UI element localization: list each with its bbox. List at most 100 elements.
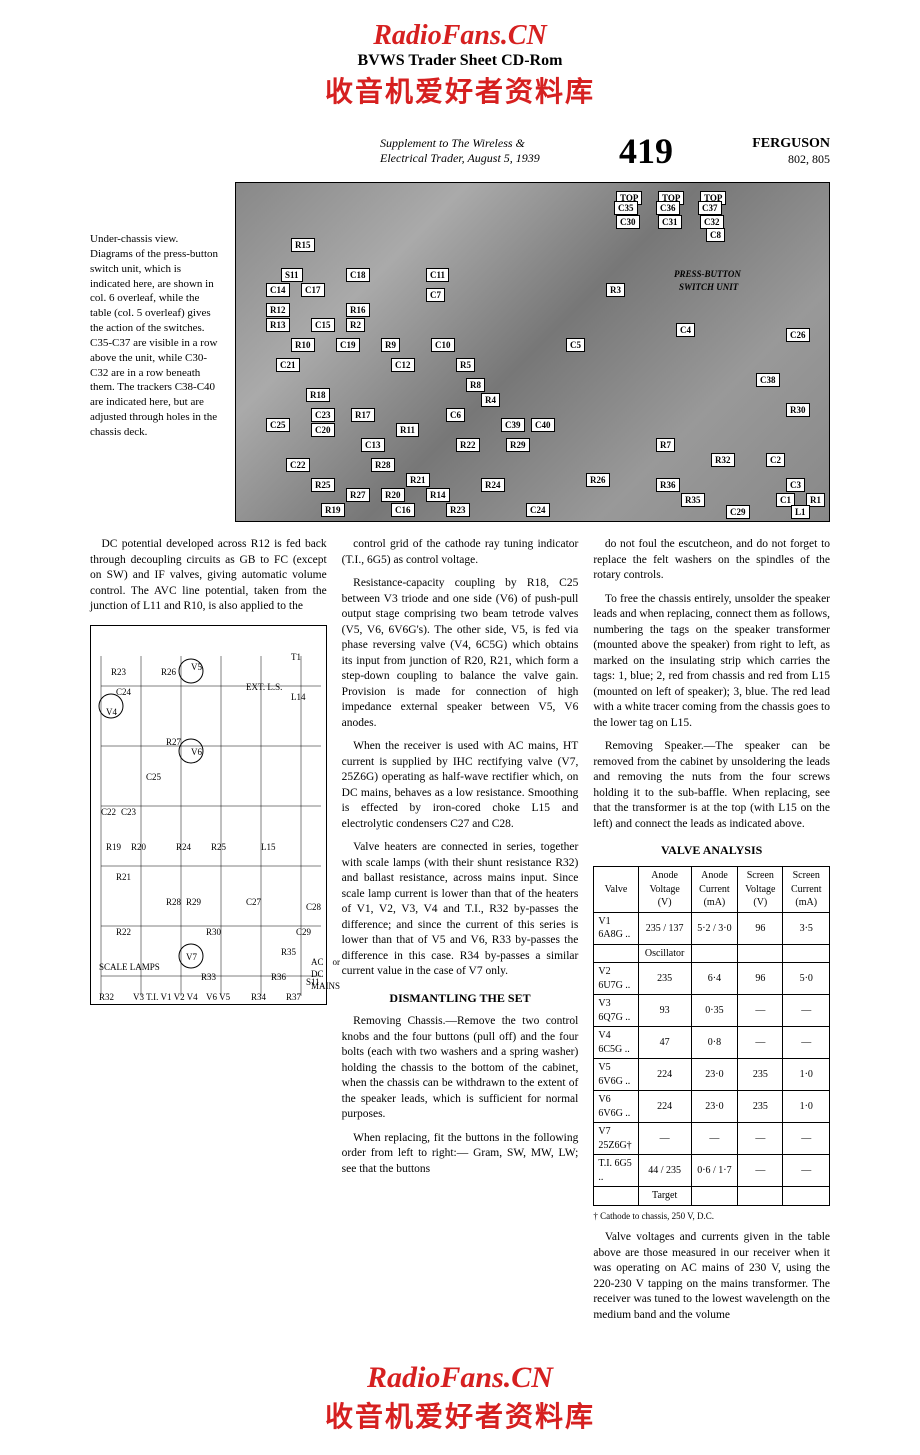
chassis-component-label: C31 [658,215,682,229]
chassis-component-label: R9 [381,338,400,352]
chassis-component-label: C32 [700,215,724,229]
sheet-title: FERGUSON 802, 805 [752,136,830,167]
model-numbers: 802, 805 [752,152,830,167]
table-row: T.I. 6G5 ..44 / 2350·6 / 1·7—— [594,1155,830,1187]
schematic-component-label: C25 [146,771,161,783]
chassis-component-label: R20 [381,488,405,502]
chassis-component-label: C39 [501,418,525,432]
schematic-component-label: R28 [166,896,181,908]
schematic-component-label: R24 [176,841,191,853]
supplement-line2: Electrical Trader, August 5, 1939 [380,151,540,166]
table-cell: V3 6Q7G .. [594,995,638,1027]
table-cell: 0·6 / 1·7 [691,1155,737,1187]
chassis-component-label: C10 [431,338,455,352]
table-cell: 5·2 / 3·0 [691,912,737,944]
chassis-component-label: C14 [266,283,290,297]
chassis-component-label: C30 [616,215,640,229]
col2-p6: When replacing, fit the buttons in the f… [342,1131,579,1178]
schematic-component-label: L15 [261,841,276,853]
chassis-component-label: C40 [531,418,555,432]
schematic-component-label: R25 [211,841,226,853]
table-cell: V1 6A8G .. [594,912,638,944]
watermark-bottom: RadioFans.CN 收音机爱好者资料库 [0,1331,920,1455]
table-cell: 47 [638,1027,691,1059]
chassis-component-label: S11 [281,268,303,282]
schematic-component-label: R36 [271,971,286,983]
chassis-component-label: C11 [426,268,449,282]
table-cell: — [783,1027,830,1059]
watermark-chinese-bottom: 收音机爱好者资料库 [0,1395,920,1435]
table-cell: Oscillator [638,944,691,963]
table-cell: 6·4 [691,963,737,995]
table-cell [691,944,737,963]
schematic-component-label: V6 [191,746,202,758]
chassis-caption: Under-chassis view. Diagrams of the pres… [90,182,220,522]
chassis-component-label: SWITCH UNIT [676,281,741,293]
table-cell: 1·0 [783,1091,830,1123]
chassis-component-label: R24 [481,478,505,492]
chassis-component-label: R17 [351,408,375,422]
table-cell: 235 [738,1059,783,1091]
table-cell: 235 [638,963,691,995]
schematic-component-label: R29 [186,896,201,908]
chassis-component-label: R12 [266,303,290,317]
schematic-component-label: R19 [106,841,121,853]
chassis-component-label: C5 [566,338,585,352]
watermark-site: RadioFans.CN [0,20,920,52]
chassis-component-label: R23 [446,503,470,517]
table-cell: — [738,1155,783,1187]
table-cell: 235 [738,1091,783,1123]
chassis-component-label: C38 [756,373,780,387]
table-cell: 44 / 235 [638,1155,691,1187]
schematic-component-label: C22 [101,806,116,818]
schematic-component-label: L14 [291,691,306,703]
schematic-component-label: R26 [161,666,176,678]
table-cell: V5 6V6G .. [594,1059,638,1091]
chassis-component-label: R26 [586,473,610,487]
page-number: 419 [619,130,673,172]
table-cell: V2 6U7G .. [594,963,638,995]
table-cell: 224 [638,1059,691,1091]
chassis-component-label: R29 [506,438,530,452]
chassis-component-label: R19 [321,503,345,517]
col2-p3: When the receiver is used with AC mains,… [342,739,579,832]
top-section: Under-chassis view. Diagrams of the pres… [90,182,830,522]
chassis-component-label: R11 [396,423,419,437]
table-cell: — [738,995,783,1027]
table-cell: — [738,1027,783,1059]
schematic-diagram: R23R26V5T1C24EXT. L.S.L14V4R27V6C25C22C2… [90,625,327,1005]
schematic-component-label: R33 [201,971,216,983]
schematic-component-label: R20 [131,841,146,853]
col2-p4: Valve heaters are connected in series, t… [342,840,579,980]
table-cell: T.I. 6G5 .. [594,1155,638,1187]
schematic-component-label: C24 [116,686,131,698]
watermark-top: RadioFans.CN BVWS Trader Sheet CD-Rom 收音… [0,0,920,120]
chassis-component-label: C25 [266,418,290,432]
schematic-component-label: V3 T.I. V1 V2 V4 [133,991,198,1003]
col2-p5: Removing Chassis.—Remove the two control… [342,1014,579,1123]
table-row: V2 6U7G ..2356·4965·0 [594,963,830,995]
chassis-component-label: R16 [346,303,370,317]
schematic-component-label: C29 [296,926,311,938]
schematic-component-label: T1 [291,651,301,663]
schematic-component-label: V4 [106,706,117,718]
chassis-component-label: C36 [656,201,680,215]
chassis-component-label: R7 [656,438,675,452]
schematic-component-label: C23 [121,806,136,818]
chassis-component-label: R2 [346,318,365,332]
chassis-component-label: R13 [266,318,290,332]
chassis-component-label: C8 [706,228,725,242]
column-2: control grid of the cathode ray tuning i… [342,537,579,1331]
brand-name: FERGUSON [752,136,830,152]
column-3: do not foul the escutcheon, and do not f… [593,537,830,1331]
chassis-component-label: C18 [346,268,370,282]
col3-p4: Valve voltages and currents given in the… [593,1230,830,1323]
valve-table: ValveAnode Voltage (V)Anode Current (mA)… [593,866,830,1206]
table-cell [783,944,830,963]
supplement-line1: Supplement to The Wireless & [380,136,540,151]
watermark-chinese: 收音机爱好者资料库 [0,70,920,110]
chassis-component-label: C26 [786,328,810,342]
table-cell: 5·0 [783,963,830,995]
table-cell: 0·8 [691,1027,737,1059]
dismantling-heading: DISMANTLING THE SET [342,990,579,1006]
